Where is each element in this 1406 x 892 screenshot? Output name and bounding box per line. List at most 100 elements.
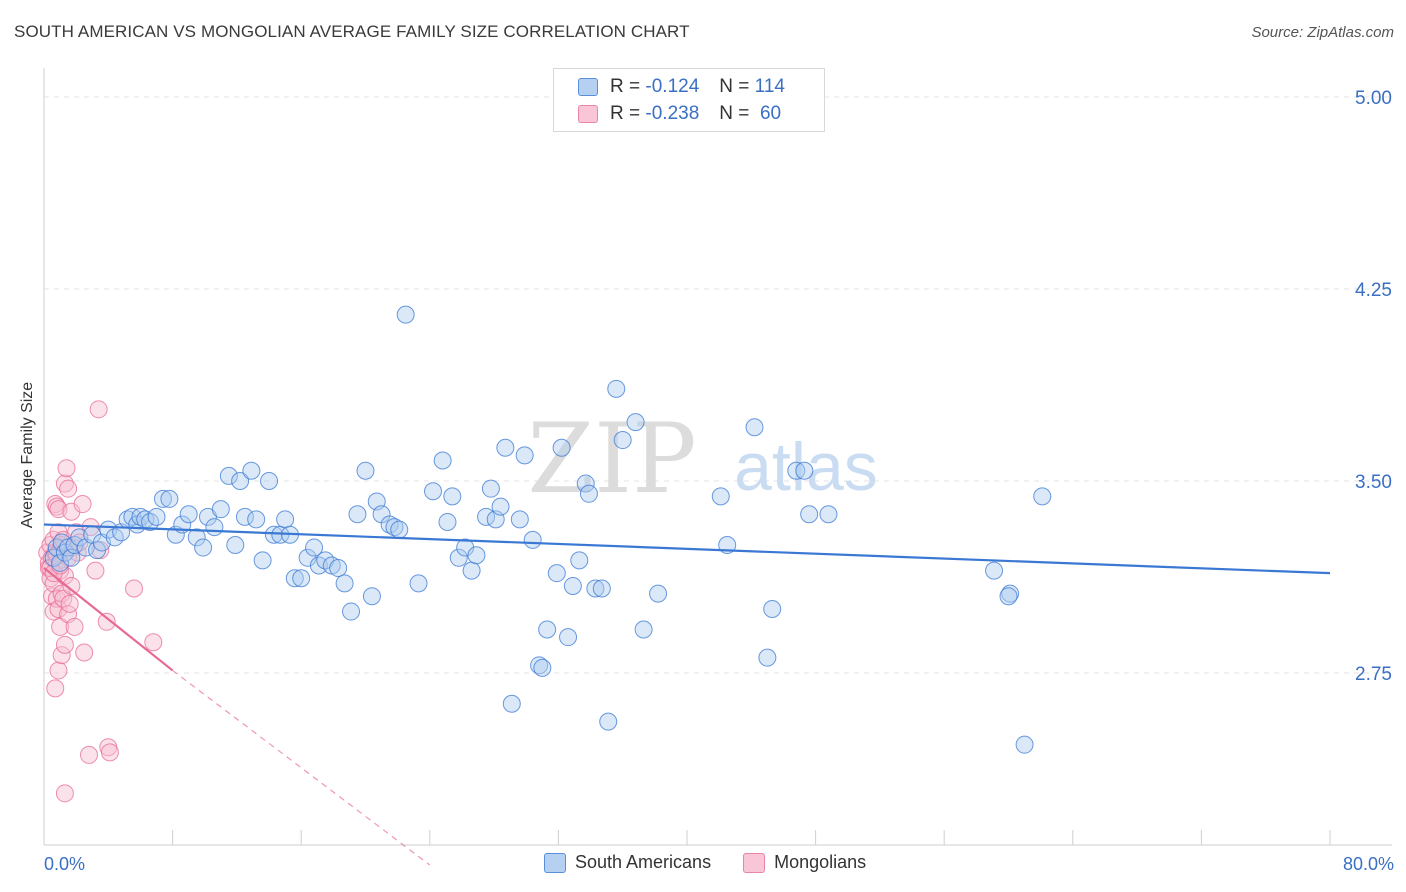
south-american-point <box>433 451 452 470</box>
south-american-point <box>179 505 198 524</box>
south-american-point <box>523 530 542 549</box>
south-american-point <box>552 438 571 457</box>
south-american-point <box>131 507 150 526</box>
south-american-point <box>449 548 468 567</box>
south-american-point <box>211 500 230 519</box>
mongolian-point <box>144 633 163 652</box>
y-axis-label: Average Family Size <box>19 381 36 529</box>
south-american-point <box>626 413 645 432</box>
mongolian-point <box>55 784 74 803</box>
south-american-point <box>502 694 521 713</box>
south-american-point <box>342 602 361 621</box>
mongolian-point <box>44 564 63 583</box>
south-american-point <box>242 461 261 480</box>
mongolian-point <box>51 617 70 636</box>
south-american-point <box>219 466 238 485</box>
south-american-point <box>599 712 618 731</box>
south-american-point <box>390 520 409 539</box>
south-american-point <box>586 579 605 598</box>
mongolians-points <box>38 400 163 803</box>
mongolian-point <box>55 635 74 654</box>
south-american-point <box>147 507 166 526</box>
mongolian-point <box>59 479 78 498</box>
south-american-point <box>795 461 814 480</box>
south-american-point <box>235 507 254 526</box>
legend-label-south-americans: South Americans <box>575 852 712 872</box>
gridlines <box>44 96 1392 674</box>
south-american-point <box>292 569 311 588</box>
south-american-point <box>576 474 595 493</box>
watermark-zip: ZIP <box>527 403 696 515</box>
south-american-point <box>607 379 626 398</box>
mongolian-point <box>65 617 84 636</box>
legend-swatch-blue <box>578 78 598 96</box>
south-american-point <box>205 518 224 537</box>
south-american-point <box>579 484 598 503</box>
south-american-point <box>247 510 266 529</box>
south-american-point <box>530 656 549 675</box>
south-american-point <box>260 472 279 490</box>
legend-item-south-americans[interactable]: South Americans <box>544 852 711 873</box>
south-american-point <box>570 551 589 570</box>
south-american-point <box>634 620 653 639</box>
legend-item-mongolians[interactable]: Mongolians <box>743 852 866 873</box>
south-american-point <box>538 620 557 639</box>
mongolian-point <box>57 459 76 478</box>
mongolian-point <box>125 579 144 598</box>
south-american-point <box>356 461 375 480</box>
legend-n-value: 114 <box>754 76 785 97</box>
watermark-atlas: atlas <box>734 429 878 505</box>
south-american-point <box>563 576 582 595</box>
south-american-point <box>999 587 1018 606</box>
south-american-point <box>231 472 250 490</box>
mongolian-point <box>41 569 60 588</box>
correlation-legend: R = -0.124 N = 114 R = -0.238 N = 60 <box>553 68 825 132</box>
south-american-point <box>462 561 481 580</box>
mongolian-point <box>75 643 94 662</box>
south-americans-trend-line <box>43 523 1331 575</box>
south-american-point <box>592 579 611 598</box>
south-american-point <box>763 600 782 618</box>
south-american-point <box>187 528 206 547</box>
south-american-point <box>985 561 1004 580</box>
trend-lines <box>43 523 1331 866</box>
south-american-point <box>819 505 838 524</box>
mongolian-point <box>62 576 81 595</box>
south-american-point <box>264 525 283 544</box>
south-american-point <box>496 438 515 457</box>
south-american-point <box>194 538 213 557</box>
mongolians-trend-extension <box>172 669 431 866</box>
mongolian-point <box>73 495 92 514</box>
south-american-point <box>649 584 668 603</box>
south-american-point <box>253 551 272 570</box>
mongolian-point <box>46 679 65 698</box>
south-american-point <box>533 658 552 677</box>
south-american-point <box>491 497 510 516</box>
y-tick-label: 3.50 <box>1355 472 1392 493</box>
legend-swatch-blue <box>544 852 566 873</box>
south-american-point <box>153 489 172 508</box>
legend-r-label: R = <box>610 103 641 124</box>
south-american-point <box>467 546 486 565</box>
x-tick-label-min: 0.0% <box>44 854 85 874</box>
tick-labels: 2.75 3.50 4.25 5.00 0.0% 80.0% <box>44 88 1394 874</box>
south-american-point <box>613 431 632 450</box>
source-label: Source: ZipAtlas.com <box>1251 24 1394 41</box>
south-american-point <box>559 628 578 647</box>
south-american-point <box>362 587 381 606</box>
south-american-point <box>443 487 462 506</box>
south-american-point <box>276 510 295 529</box>
south-american-point <box>285 569 304 588</box>
mongolians-trend-line <box>43 567 174 672</box>
south-american-point <box>745 418 764 437</box>
south-americans-points <box>44 305 1052 754</box>
axes <box>43 68 1392 846</box>
south-american-point <box>438 512 457 531</box>
legend-r-label: R = <box>610 76 641 97</box>
south-american-point <box>380 515 399 534</box>
south-american-point <box>305 538 324 557</box>
y-tick-label: 4.25 <box>1355 280 1392 301</box>
south-american-point <box>226 536 245 554</box>
legend-label-mongolians: Mongolians <box>774 852 867 872</box>
